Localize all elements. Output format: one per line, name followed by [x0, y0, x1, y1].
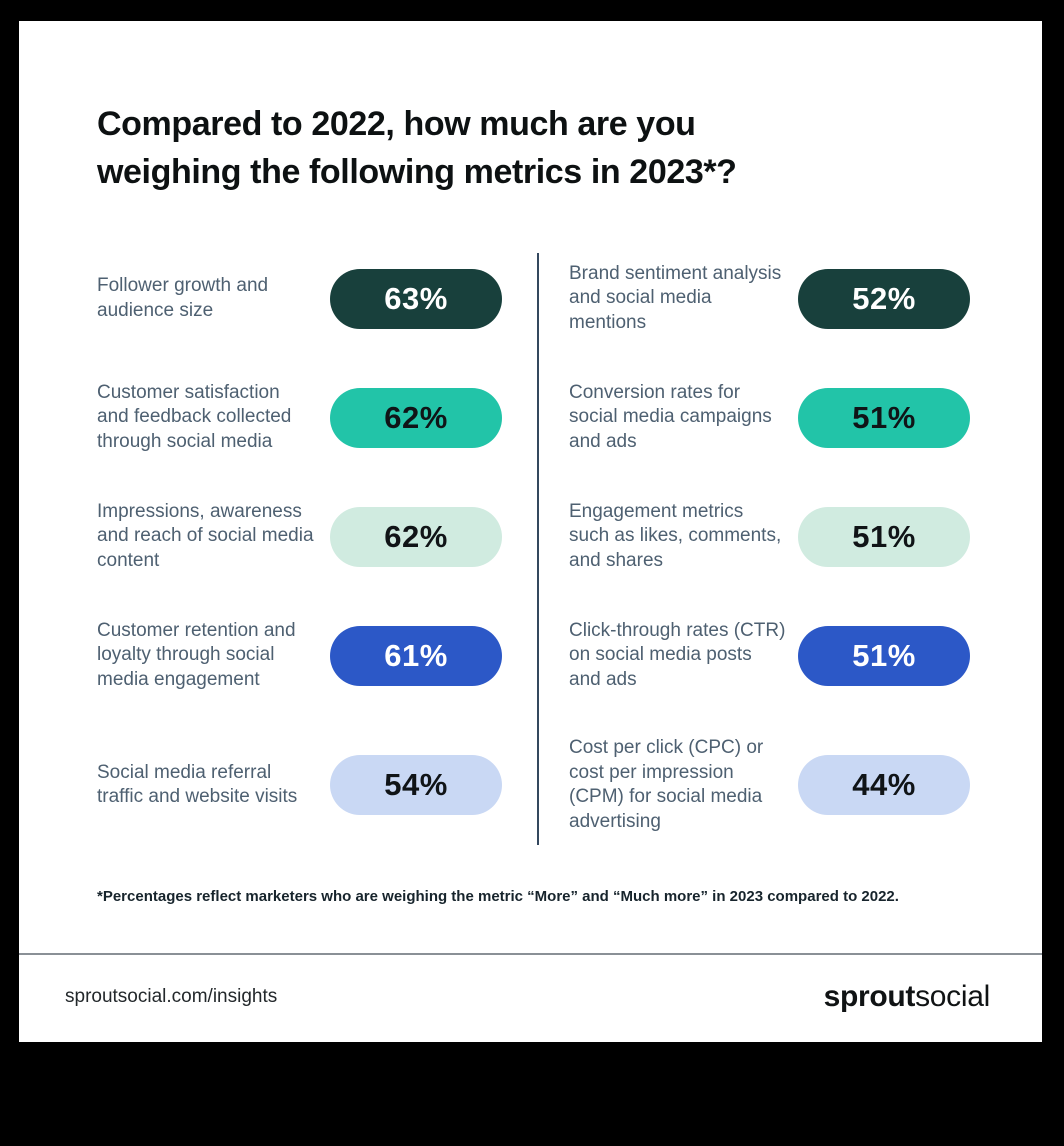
metric-label: Customer retention and loyalty through s…: [97, 619, 296, 690]
footnote: *Percentages reflect marketers who are w…: [97, 888, 899, 905]
metric-row: Social media referral traffic and websit…: [97, 715, 537, 855]
column-divider: [537, 253, 539, 845]
metric-row: Conversion rates for social media campai…: [539, 358, 970, 477]
metric-row: Engagement metrics such as likes, commen…: [539, 477, 970, 596]
metrics-grid: Follower growth and audience size 63% Br…: [19, 239, 1042, 855]
metric-label: Social media referral traffic and websit…: [97, 761, 298, 808]
footer-divider: [19, 953, 1042, 955]
metric-row: Click-through rates (CTR) on social medi…: [539, 596, 970, 715]
metric-row: Impressions, awareness and reach of soci…: [97, 477, 537, 596]
metric-label: Customer satisfaction and feedback colle…: [97, 381, 292, 452]
metric-pill: 51%: [798, 625, 970, 686]
metric-pill: 63%: [330, 268, 502, 329]
page-title-line-1: Compared to 2022, how much are you: [97, 105, 696, 143]
metric-pill: 52%: [798, 268, 970, 329]
metric-pill: 61%: [330, 625, 502, 686]
logo-social-text: social: [915, 979, 990, 1013]
metric-pill: 54%: [330, 755, 502, 815]
metric-label: Engagement metrics such as likes, commen…: [569, 500, 782, 571]
metric-row: Brand sentiment analysis and social medi…: [539, 239, 970, 358]
metric-row: Customer satisfaction and feedback colle…: [97, 358, 537, 477]
metric-label: Click-through rates (CTR) on social medi…: [569, 619, 786, 690]
infographic-card: Compared to 2022, how much are you weigh…: [19, 21, 1042, 1042]
sproutsocial-logo: sproutsocial: [823, 979, 991, 1014]
page-title-line-2: weighing the following metrics in 2023*?: [97, 153, 737, 191]
logo-sprout-text: sprout: [823, 979, 916, 1013]
metric-pill: 62%: [330, 387, 502, 448]
metric-pill: 51%: [798, 387, 970, 448]
metric-row: Cost per click (CPC) or cost per impress…: [539, 715, 970, 855]
footer: sproutsocial.com/insights sproutsocial: [19, 955, 1042, 1038]
metric-pill: 44%: [798, 755, 970, 815]
metric-label: Brand sentiment analysis and social medi…: [569, 262, 782, 333]
metric-label: Follower growth and audience size: [97, 275, 269, 321]
metric-label: Impressions, awareness and reach of soci…: [97, 500, 314, 571]
footer-url: sproutsocial.com/insights: [65, 985, 278, 1007]
metric-pill: 51%: [798, 506, 970, 567]
metric-row: Customer retention and loyalty through s…: [97, 596, 537, 715]
page-title: Compared to 2022, how much are you weigh…: [19, 21, 1042, 196]
metric-label: Conversion rates for social media campai…: [569, 381, 772, 452]
metric-pill: 62%: [330, 506, 502, 567]
metric-row: Follower growth and audience size 63%: [97, 239, 537, 358]
metric-label: Cost per click (CPC) or cost per impress…: [569, 737, 764, 832]
